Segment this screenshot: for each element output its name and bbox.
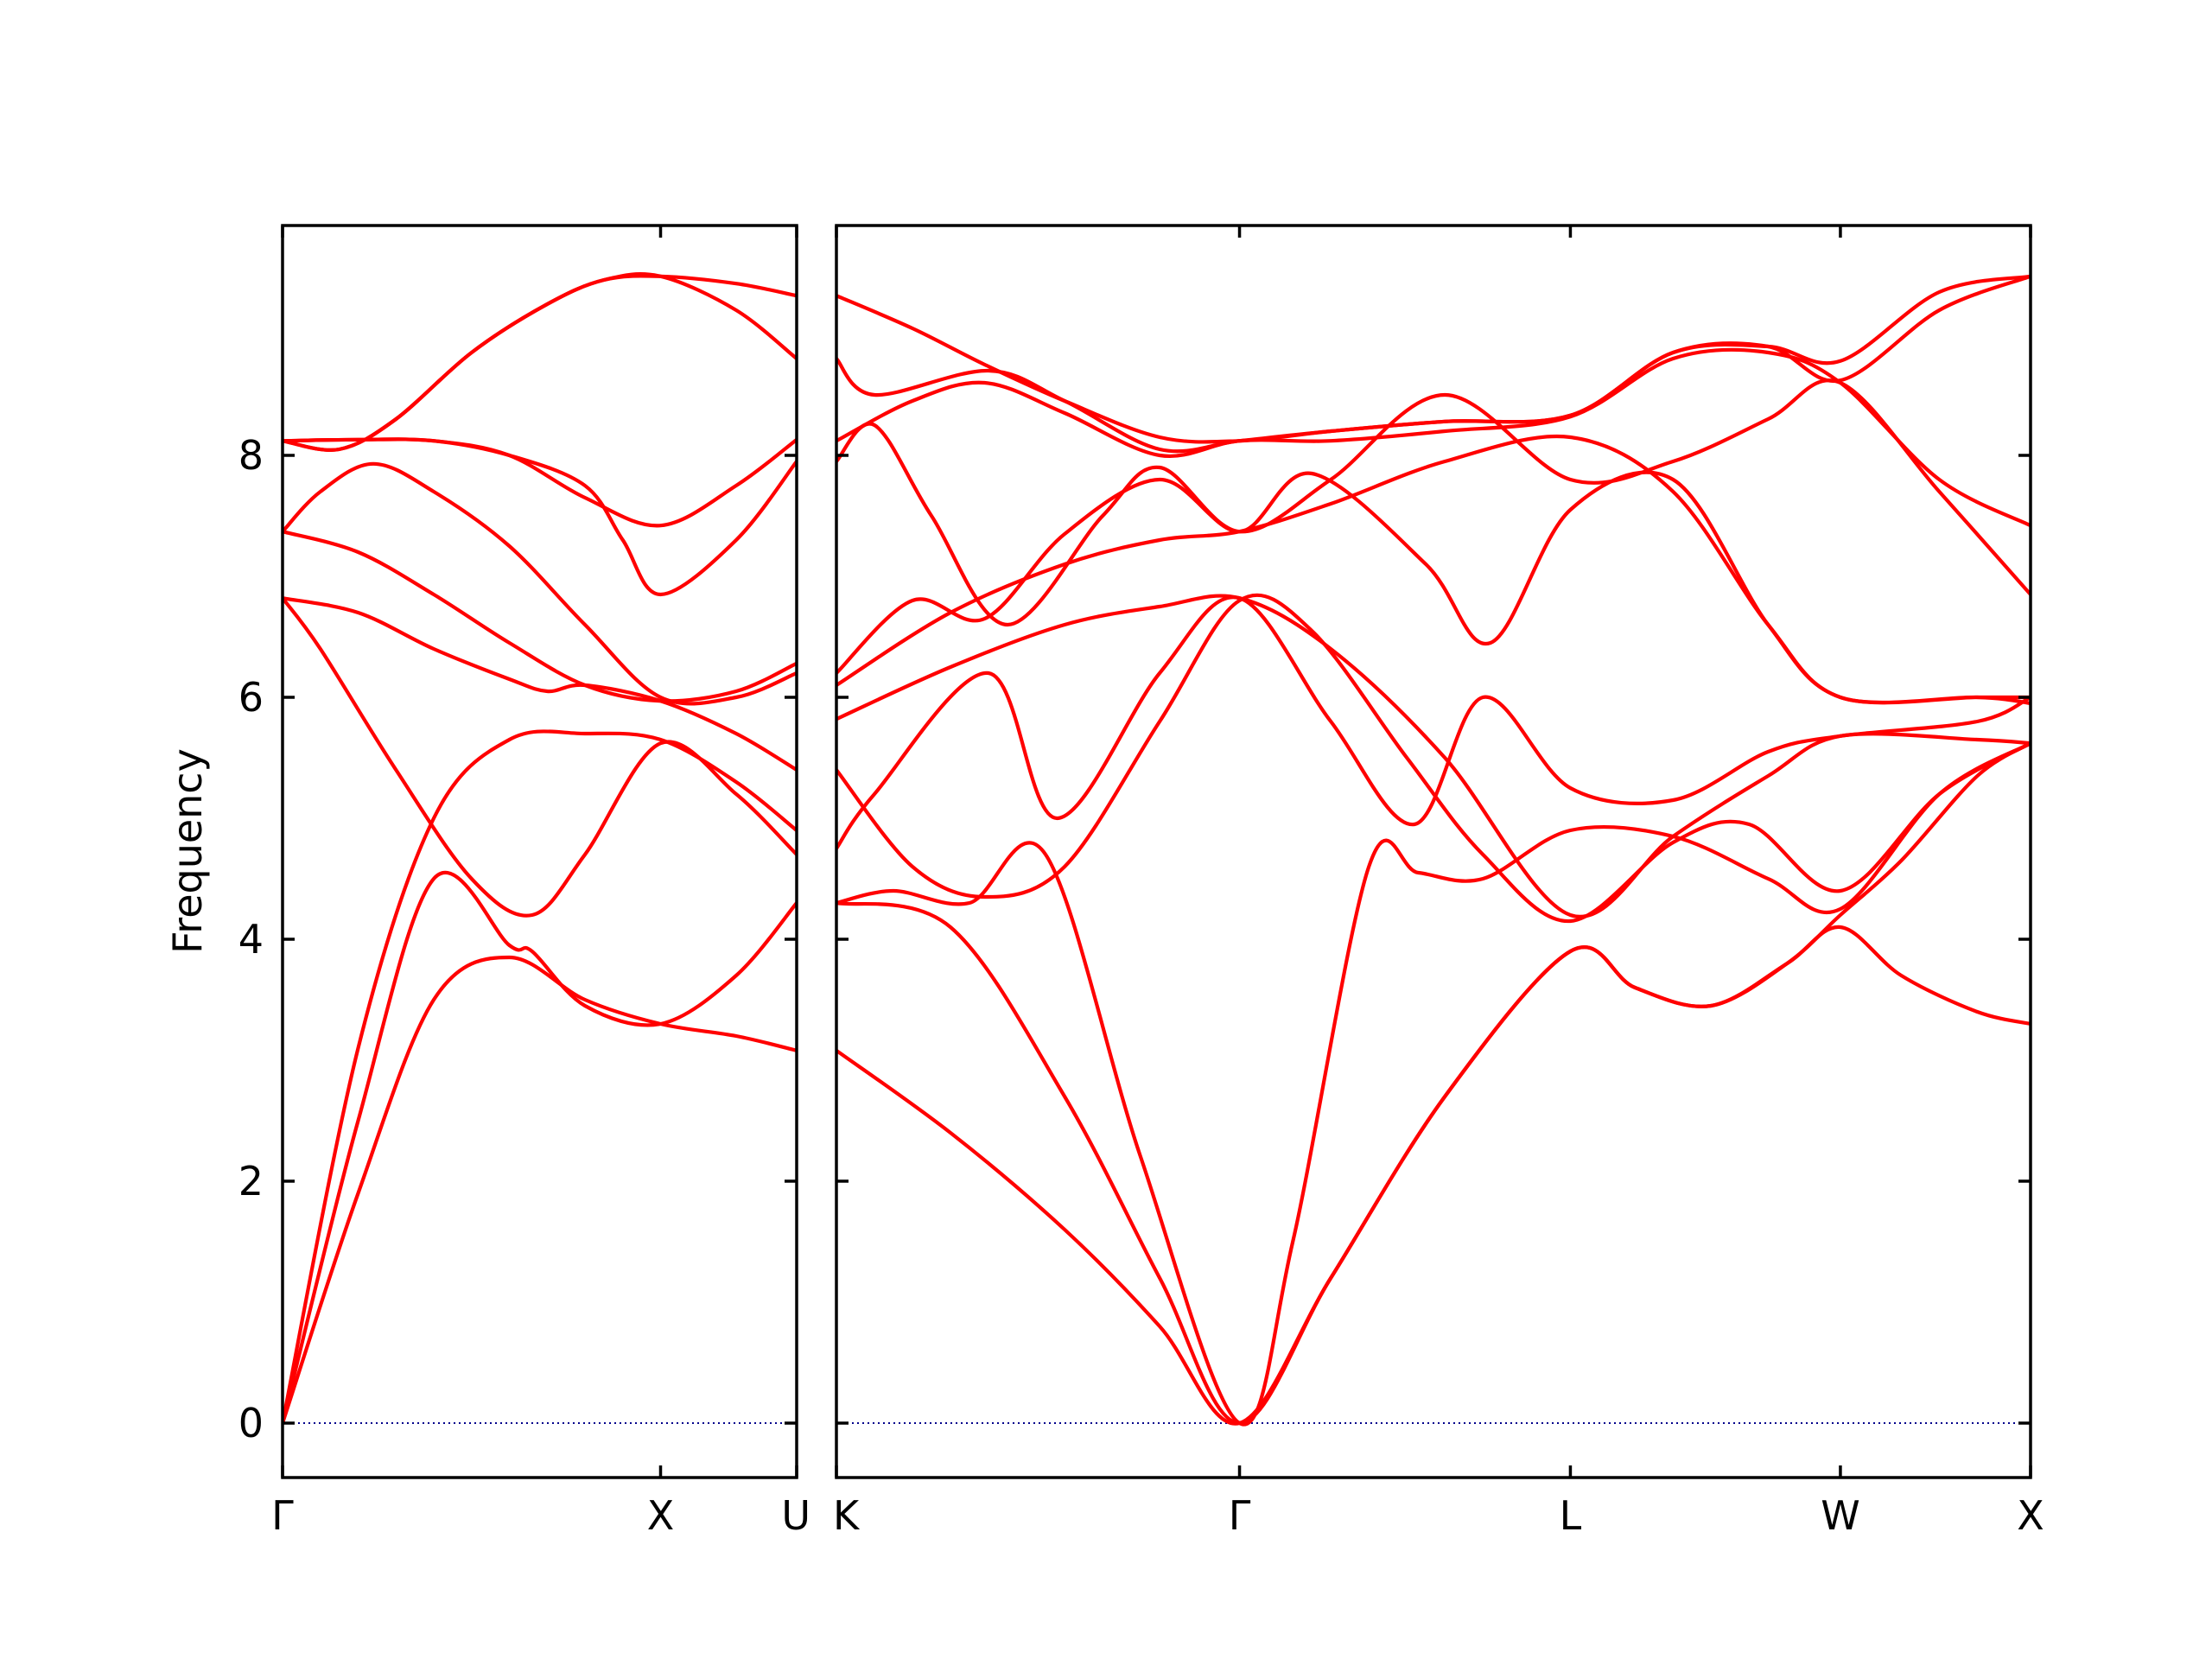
plot-frame [281,224,798,1479]
y-tick-label: 0 [238,1400,264,1446]
x-tick-label: Γ [271,1492,294,1539]
panel-left: Γ X U 0 2 4 6 8 [238,224,810,1539]
band-line-1-7 [836,470,2031,705]
y-tick-label: 4 [238,916,264,963]
y-tick-label: 8 [238,432,264,479]
x-tick-label: Γ [1229,1492,1251,1539]
band-line-1-5 [836,594,2031,918]
band-series-group [836,274,2031,1427]
x-tick-label: L [1560,1492,1582,1539]
x-tick-label: U [781,1492,810,1539]
x-tick-label: K [833,1492,861,1539]
band-line-0-8 [283,437,797,528]
plot-frame [835,224,2032,1479]
band-line-0-1 [283,870,797,1426]
band-line-0-4 [283,596,797,772]
band-line-0-2 [283,596,797,918]
band-line-1-9 [836,347,2031,528]
y-axis-label: Frequency [164,748,211,954]
band-line-1-4 [836,595,2031,851]
x-tick-label: X [2017,1492,2044,1539]
band-line-1-10 [836,274,2031,454]
band-line-1-2 [836,741,2031,1427]
band-line-0-10 [283,272,797,452]
band-line-0-7 [283,437,797,597]
band-line-0-0 [283,955,797,1426]
band-line-1-11 [836,274,2031,444]
y-tick-label: 6 [238,674,264,721]
band-line-0-3 [283,729,797,1426]
band-line-1-1 [836,741,2031,1426]
band-series-group [283,272,797,1426]
x-tick-label: W [1821,1492,1859,1539]
x-tick-label: X [647,1492,675,1539]
band-line-1-3 [836,593,2031,924]
band-line-1-0 [836,925,2031,1426]
y-tick-label: 2 [238,1158,264,1205]
band-line-0-6 [283,461,797,706]
band-line-0-5 [283,530,797,703]
